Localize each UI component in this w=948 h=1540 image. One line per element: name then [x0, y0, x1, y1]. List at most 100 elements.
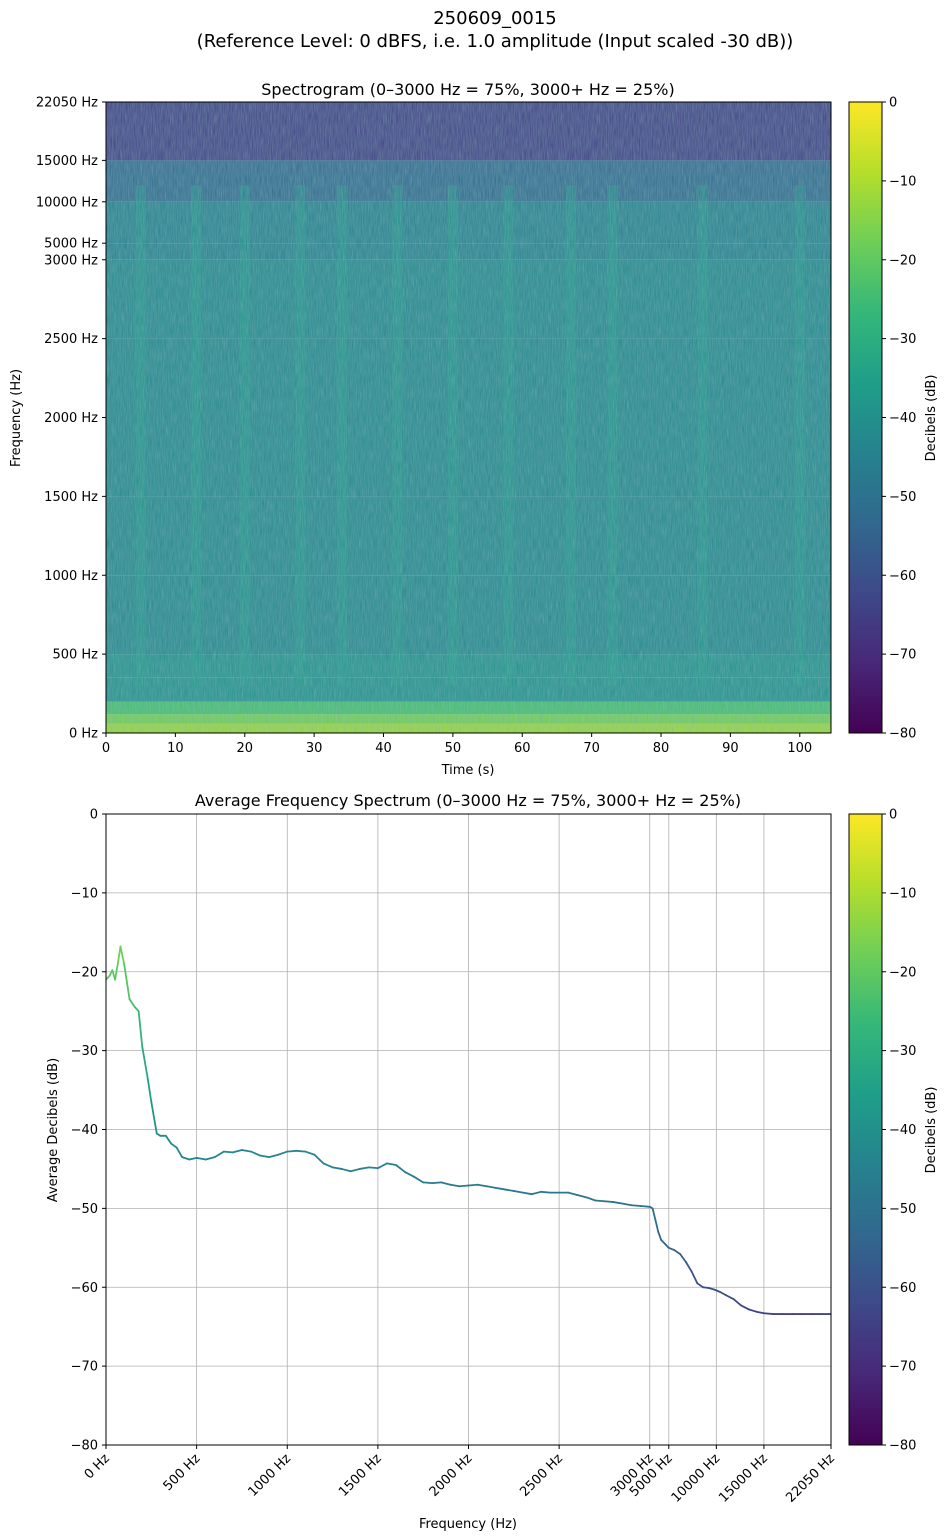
spectrogram-y-tick-label: 10000 Hz [36, 195, 98, 210]
spectrum-line-segment [707, 1287, 716, 1291]
spectrum-line-segment [594, 1199, 606, 1203]
spectrogram-x-tick-label: 80 [653, 741, 670, 756]
spectrogram-x-tick-label: 0 [102, 741, 110, 756]
spectrum-line-segment [485, 1185, 497, 1189]
figure-title-line1: 250609_0015 [433, 8, 557, 29]
colorbar-tick-label: −60 [889, 1281, 916, 1296]
spectrum-line-segment [431, 1181, 443, 1185]
colorbar-tick-label: −70 [889, 1360, 916, 1375]
spectrum-line-segment [567, 1191, 579, 1196]
spectrogram-y-tick-label: 1500 Hz [44, 490, 98, 505]
colorbar-gradient [848, 101, 883, 734]
spectrum-line-segment [660, 1239, 666, 1245]
spectrum-line-segment [304, 1150, 316, 1156]
spectrum-line-segment [313, 1153, 325, 1165]
spectrum-line-segment [123, 962, 131, 1001]
spectrum-x-tick-label: 1500 Hz [336, 1451, 385, 1500]
spectrogram-x-tick-label: 90 [722, 741, 739, 756]
spectrum-y-tick-label: −10 [71, 886, 98, 901]
spectrum-line-segment [195, 1156, 207, 1161]
spectrogram-y-tick-label: 2500 Hz [44, 332, 98, 347]
spectrum-x-tick-label: 0 Hz [82, 1451, 113, 1482]
spectrogram-y-tick-label: 500 Hz [52, 648, 98, 663]
spectrum-line-segment [467, 1183, 479, 1187]
spectrum-colorbar-label: Decibels (dB) [924, 1087, 939, 1174]
spectrum-line-segment [358, 1166, 370, 1170]
colorbar-tick-label: −30 [889, 1044, 916, 1059]
spectrum-line-segment [395, 1164, 406, 1173]
spectrum-y-tick-label: −40 [71, 1123, 98, 1138]
spectrum-line-segment [188, 1156, 198, 1161]
spectrum-line-segment [231, 1149, 243, 1154]
spectrum-line-segment [654, 1219, 660, 1233]
spectrum-line-segment [146, 1077, 153, 1103]
spectrogram-y-tick-label: 2000 Hz [44, 411, 98, 426]
spectrum-line-segment [170, 1142, 178, 1149]
spectrum-line-segment [630, 1204, 642, 1207]
spectrogram-y-tick-label: 3000 Hz [44, 253, 98, 268]
spectrum-line-segment [732, 1298, 742, 1307]
spectrum-line-segment [349, 1168, 361, 1173]
spectrum-line-segment [476, 1183, 488, 1188]
spectrum-line-segment [667, 1246, 676, 1252]
spectrum-x-tick-label: 1000 Hz [245, 1451, 294, 1500]
spectrum-line-segment [322, 1162, 334, 1169]
spectrogram-colorbar: 0 −10 −20 −30 −40 −50 −60 −70 −80 [848, 96, 916, 742]
colorbar-tick-label: −30 [889, 332, 916, 347]
spectrum-line-segment [763, 1312, 775, 1315]
spectrum-colorbar: 0 −10 −20 −30 −40 −50 −60 −70 −80 [848, 808, 916, 1454]
spectrum-title: Average Frequency Spectrum (0–3000 Hz = … [195, 791, 741, 810]
spectrogram-x-ticks: 0 10 20 30 40 50 60 70 80 90 100 [102, 733, 812, 756]
spectrum-line-segment [740, 1304, 750, 1311]
spectrum-line-segment [116, 945, 122, 965]
colorbar-tick-label: −70 [889, 648, 916, 663]
spectrogram-y-label: Frequency (Hz) [9, 369, 24, 467]
spectrogram-x-tick-label: 70 [583, 741, 600, 756]
spectrum-x-tick-label: 10000 Hz [669, 1451, 724, 1506]
colorbar-tick-label: −40 [889, 411, 916, 426]
spectrum-line-segment [340, 1168, 352, 1173]
spectrum-line-segment [222, 1150, 234, 1154]
spectrogram-texture [106, 102, 831, 733]
spectrogram-title: Spectrogram (0–3000 Hz = 75%, 3000+ Hz =… [261, 80, 674, 99]
spectrum-x-ticks: 0 Hz 500 Hz 1000 Hz 1500 Hz 2000 Hz 2500 Hz 30… [82, 1445, 838, 1506]
spectrum-line-segment [213, 1150, 225, 1159]
spectrum-line-segment [331, 1166, 343, 1170]
spectrogram-y-tick-label: 15000 Hz [36, 154, 98, 169]
spectrum-line-segment [521, 1191, 533, 1196]
spectrum-line-segment [621, 1202, 633, 1207]
spectrum-line-segment [268, 1153, 280, 1159]
colorbar-tick-label: −50 [889, 1202, 916, 1217]
spectrum-line-segment [295, 1149, 307, 1153]
spectrum-line-segment [413, 1175, 425, 1184]
spectrum-line-segment [114, 962, 119, 981]
figure-title-line2: (Reference Level: 0 dBFS, i.e. 1.0 ampli… [197, 31, 794, 52]
spectrogram-colorbar-label: Decibels (dB) [924, 375, 939, 462]
spectrum-panel: Average Frequency Spectrum (0–3000 Hz = … [46, 791, 939, 1532]
spectrum-y-tick-label: −20 [71, 965, 98, 980]
spectrum-line-segment [494, 1186, 506, 1191]
spectrogram-x-tick-label: 40 [375, 741, 392, 756]
spectrum-line-segment [175, 1146, 184, 1159]
spectrogram-x-tick-label: 50 [445, 741, 462, 756]
spectrum-line-segment [137, 1010, 144, 1048]
spectrum-line-segment [119, 945, 126, 965]
spectrogram-x-tick-label: 10 [167, 741, 184, 756]
spectrum-line-segment [512, 1190, 524, 1194]
spectrum-line-segment [181, 1156, 191, 1161]
spectrum-line-segment [150, 1100, 158, 1135]
colorbar-gradient [848, 813, 883, 1446]
spectrum-line-segment [576, 1194, 588, 1199]
spectrum-line-segment [241, 1149, 252, 1153]
colorbar-tick-label: −50 [889, 490, 916, 505]
spectrum-y-tick-label: −70 [71, 1360, 98, 1375]
spectrum-line-segment [277, 1150, 289, 1156]
spectrum-line-segment [458, 1184, 470, 1188]
spectrogram-y-tick-label: 1000 Hz [44, 569, 98, 584]
spectrum-x-tick-label: 500 Hz [161, 1451, 204, 1494]
spectrum-x-tick-label: 22050 Hz [783, 1451, 838, 1506]
spectrum-line-segment [679, 1253, 687, 1263]
spectrogram-x-tick-label: 20 [236, 741, 253, 756]
colorbar-tick-label: −10 [889, 886, 916, 901]
